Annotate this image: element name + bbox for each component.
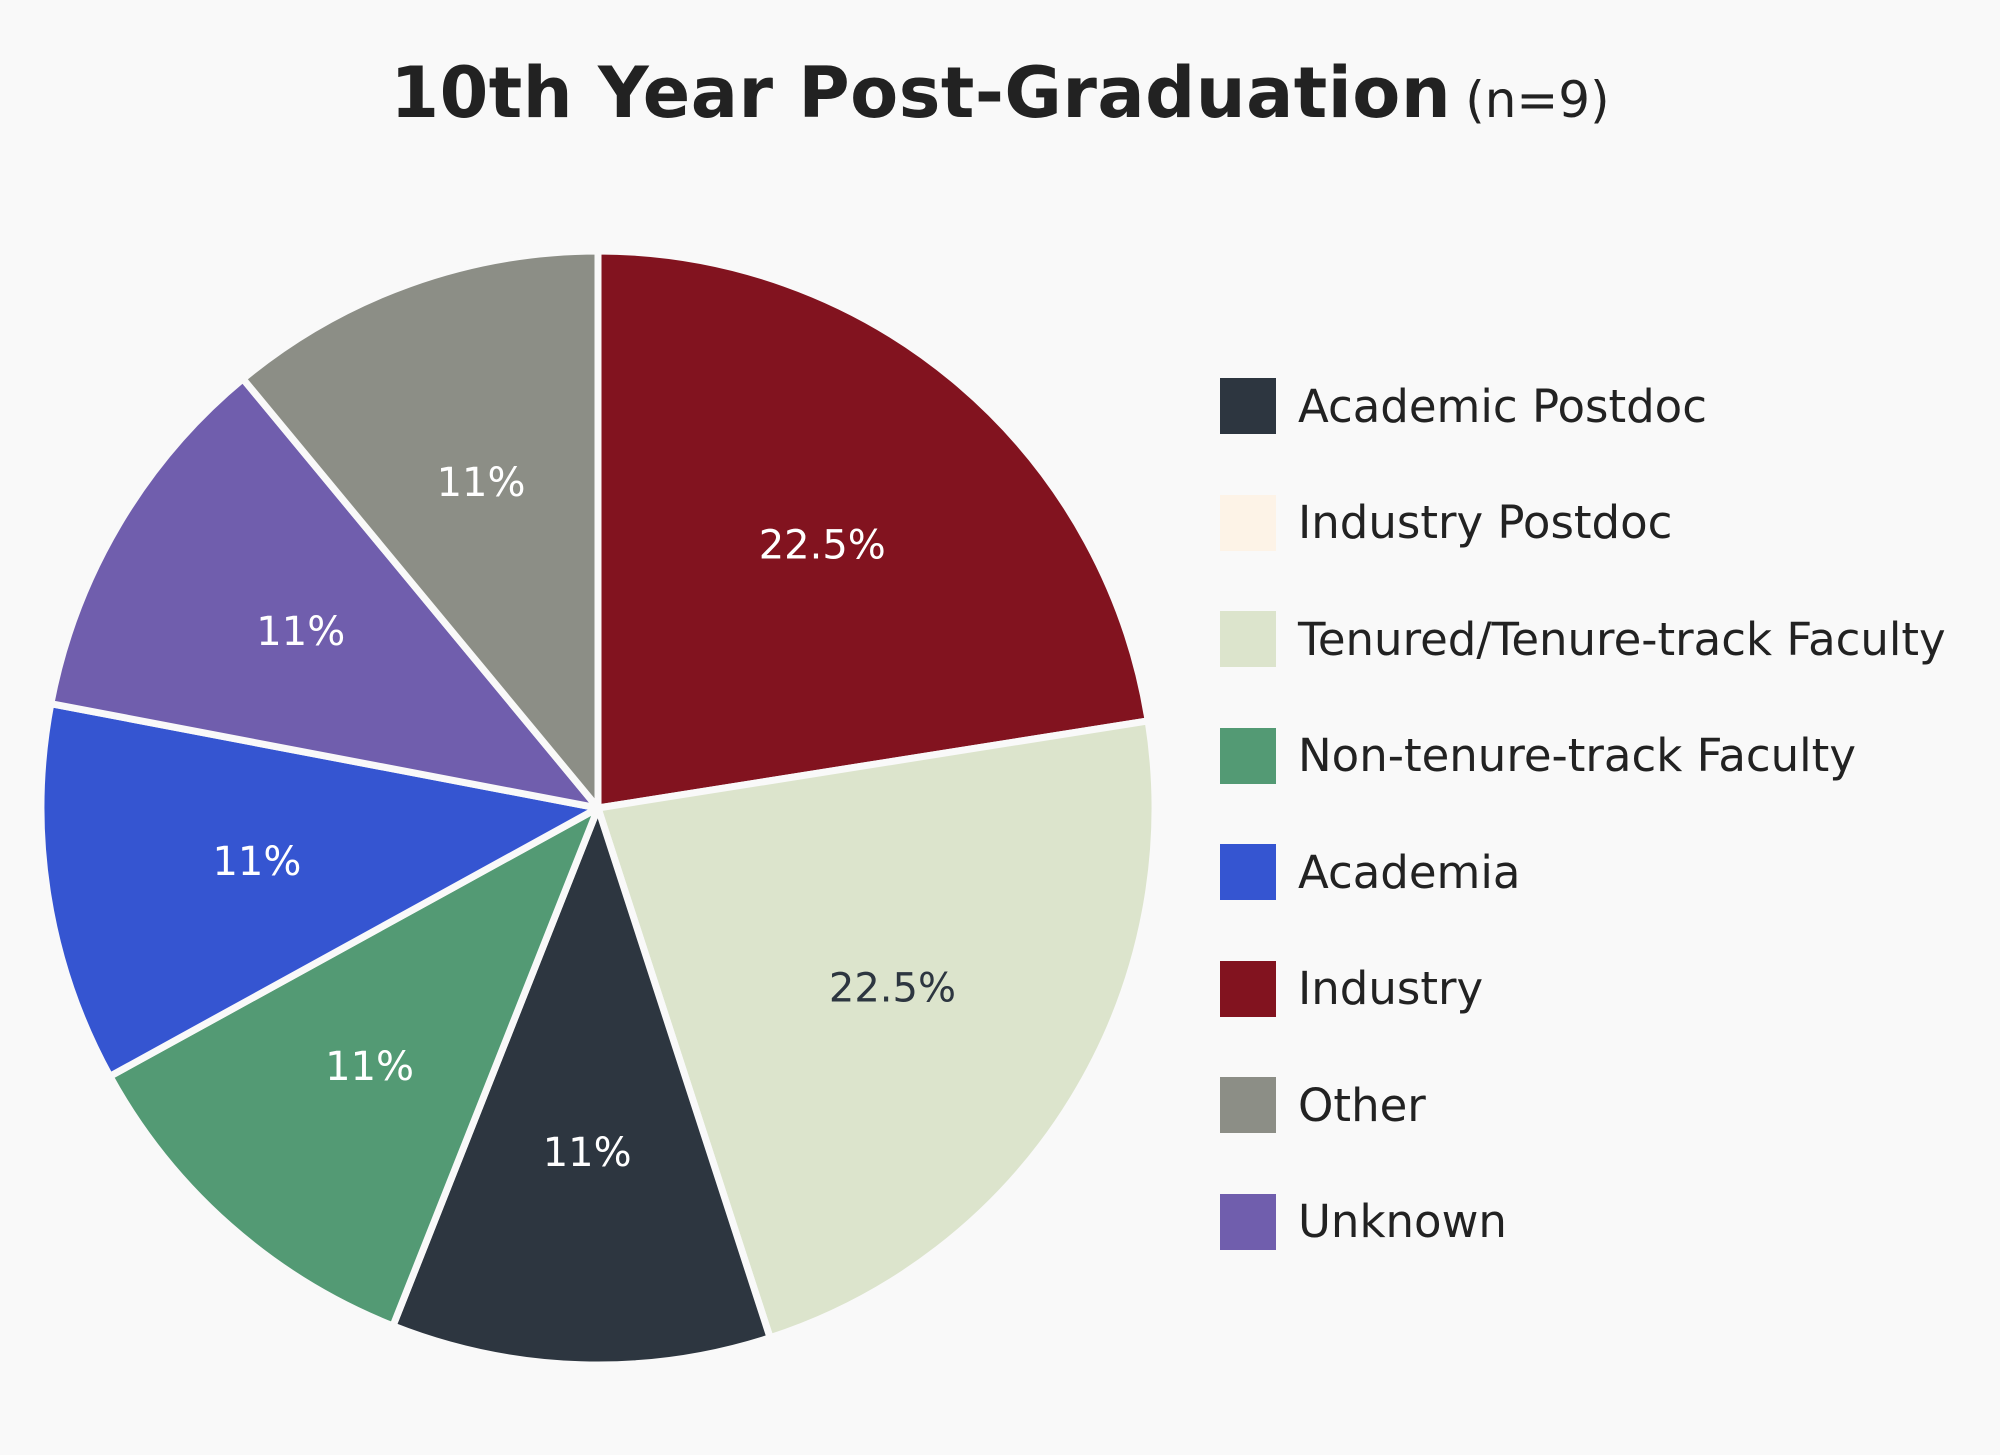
legend-label: Industry Postdoc (1298, 496, 1673, 550)
slice-label-non-tenure-track-faculty: 11% (325, 1044, 414, 1090)
slice-label-academia: 11% (212, 839, 301, 885)
slice-label-unknown: 11% (256, 609, 345, 655)
legend-item-industry-postdoc: Industry Postdoc (1220, 465, 1946, 582)
legend-swatch (1220, 844, 1276, 901)
legend-swatch (1220, 1077, 1276, 1134)
legend-label: Academia (1298, 845, 1521, 899)
pie-slice-academic-postdoc (389, 804, 774, 1369)
pie-slice-unknown (47, 375, 602, 812)
legend-label: Industry (1298, 962, 1484, 1016)
slice-label-other: 11% (437, 460, 526, 506)
legend-label: Other (1298, 1078, 1426, 1132)
pie-slice-tenured-tenure-track-faculty (594, 717, 1159, 1342)
legend-swatch (1220, 960, 1276, 1017)
legend-item-other: Other (1220, 1047, 1946, 1164)
legend-label: Academic Postdoc (1298, 379, 1707, 433)
legend-swatch (1220, 494, 1276, 551)
chart-title: 10th Year Post-Graduation (n=9) (0, 52, 2000, 134)
slice-label-tenured-tenure-track-faculty: 22.5% (829, 965, 956, 1011)
legend-label: Non-tenure-track Faculty (1298, 729, 1856, 783)
legend-item-industry: Industry (1220, 931, 1946, 1048)
legend-item-tenured-tenure-track-faculty: Tenured/Tenure-track Faculty (1220, 581, 1946, 698)
legend-swatch (1220, 727, 1276, 784)
pie-slice-industry (594, 247, 1152, 812)
legend-label: Unknown (1298, 1195, 1507, 1249)
slice-label-industry: 22.5% (759, 522, 886, 568)
pie-slice-other (239, 247, 602, 812)
slice-label-academic-postdoc: 11% (543, 1130, 632, 1176)
legend-item-unknown: Unknown (1220, 1164, 1946, 1281)
legend-item-non-tenure-track-faculty: Non-tenure-track Faculty (1220, 698, 1946, 815)
legend-item-academia: Academia (1220, 814, 1946, 931)
legend: Academic Postdoc Industry Postdoc Tenured/… (1220, 348, 1946, 1280)
chart-title-text: 10th Year Post-Graduation (390, 52, 1452, 134)
legend-swatch (1220, 611, 1276, 668)
legend-swatch (1220, 1193, 1276, 1250)
pie-slice-non-tenure-track-faculty (106, 804, 602, 1330)
chart-subtitle: (n=9) (1465, 71, 1610, 129)
legend-label: Tenured/Tenure-track Faculty (1298, 612, 1946, 666)
pie-slice-academia (37, 700, 602, 1080)
legend-item-academic-postdoc: Academic Postdoc (1220, 348, 1946, 465)
legend-swatch (1220, 378, 1276, 435)
